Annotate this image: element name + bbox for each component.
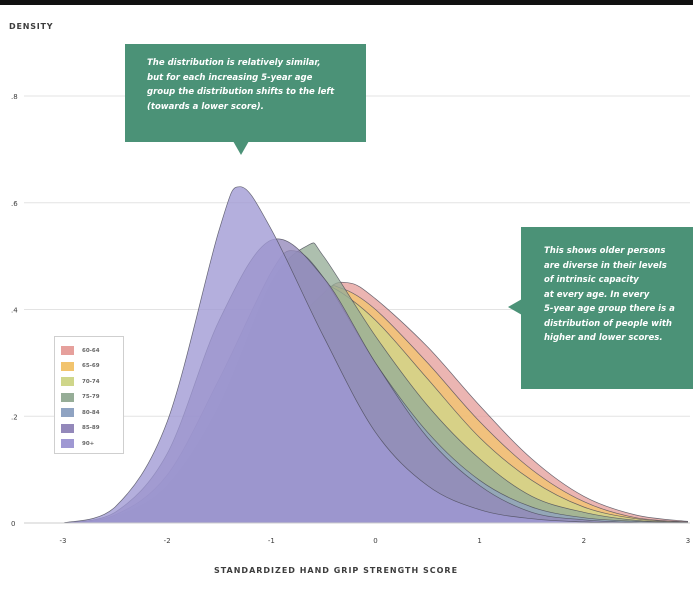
callout-diversity: This shows older persons are diverse in t… [521, 227, 693, 389]
callout-diversity-pointer [508, 299, 522, 315]
legend-label: 75-79 [82, 394, 100, 401]
legend-item: 80-84 [61, 405, 123, 421]
callout-line: at every age. In every [544, 289, 650, 300]
x-axis-title: STANDARDIZED HAND GRIP STRENGTH SCORE [214, 566, 458, 575]
x-tick-label: 2 [582, 537, 586, 545]
legend-label: 70-74 [82, 378, 100, 385]
x-tick-label: -2 [164, 537, 171, 545]
legend-label: 90+ [82, 440, 95, 447]
callout-line: higher and lower scores. [544, 333, 663, 343]
callout-age-shift-pointer [233, 141, 249, 155]
legend-label: 80-84 [82, 409, 100, 416]
x-tick-label: -3 [60, 537, 67, 545]
legend-swatch [61, 439, 74, 449]
y-axis-title: DENSITY [9, 22, 53, 31]
legend-item: 85-89 [61, 421, 123, 437]
density-curve-90plus [62, 186, 688, 524]
x-tick-label: -1 [268, 537, 275, 545]
density-area-90plus [63, 186, 688, 523]
y-tick-label: .8 [11, 93, 18, 101]
callout-line: group the distribution shifts to the lef… [147, 87, 335, 97]
callout-line: The distribution is relatively similar, [147, 58, 321, 68]
legend-swatch [61, 423, 74, 433]
callout-line: but for each increasing 5-year age [147, 72, 313, 83]
callout-age-shift: The distribution is relatively similar, b… [125, 44, 366, 142]
callout-line: This shows older persons [544, 246, 666, 256]
x-tick-label: 1 [477, 537, 481, 545]
legend-item: 65-69 [61, 359, 123, 375]
y-tick-label: .6 [11, 200, 18, 208]
x-tick-label: 3 [686, 537, 690, 545]
y-tick-label: 0 [11, 520, 15, 528]
legend-item: 70-74 [61, 374, 123, 390]
legend-label: 60-64 [82, 347, 100, 354]
legend-swatch [61, 361, 74, 371]
legend-item: 75-79 [61, 390, 123, 406]
callout-line: of intrinsic capacity [544, 275, 639, 285]
callout-line: are diverse in their levels [544, 260, 667, 271]
legend-item: 60-64 [61, 343, 123, 359]
callout-line: distribution of people with [544, 318, 672, 329]
top-rule [0, 0, 693, 5]
legend-label: 65-69 [82, 363, 100, 370]
callout-line: 5-year age group there is a [544, 304, 675, 314]
legend-swatch [61, 377, 74, 387]
legend-item: 90+ [61, 436, 123, 452]
legend-swatch [61, 408, 74, 418]
legend-label: 85-89 [82, 425, 100, 432]
callout-line: (towards a lower score). [147, 101, 264, 112]
y-tick-label: .4 [11, 307, 18, 315]
legend: 60-64 65-69 70-74 75-79 80-84 85-89 90+ [54, 336, 124, 454]
y-tick-label: .2 [11, 413, 18, 421]
legend-swatch [61, 346, 74, 356]
legend-swatch [61, 392, 74, 402]
x-tick-label: 0 [373, 537, 377, 545]
